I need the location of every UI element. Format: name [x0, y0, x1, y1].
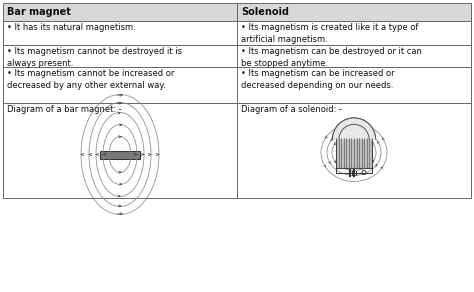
Text: • It has its natural magnetism.: • It has its natural magnetism.: [7, 23, 136, 32]
Text: • Its magnetism can be destroyed or it can
be stopped anytime.: • Its magnetism can be destroyed or it c…: [241, 48, 422, 68]
Bar: [237, 103, 471, 198]
Text: • Its magnetism cannot be increased or
decreased by any other external way.: • Its magnetism cannot be increased or d…: [7, 69, 174, 90]
Text: Bar magnet: Bar magnet: [7, 7, 71, 17]
Bar: [3, 67, 237, 103]
Bar: [3, 45, 237, 67]
Bar: [3, 21, 237, 45]
Text: • Its magnetism is created like it a type of
artificial magnetism.: • Its magnetism is created like it a typ…: [241, 23, 419, 44]
Text: Diagram of a solenoid: -: Diagram of a solenoid: -: [241, 105, 342, 114]
Bar: [237, 45, 471, 67]
Text: Solenoid: Solenoid: [241, 7, 289, 17]
Bar: [237, 67, 471, 103]
Text: • Its magnetism cannot be destroyed it is
always present.: • Its magnetism cannot be destroyed it i…: [7, 48, 182, 68]
Bar: [237, 3, 471, 21]
Text: Diagram of a bar magnet: -: Diagram of a bar magnet: -: [7, 105, 122, 114]
Bar: [336, 138, 372, 168]
Text: • Its magnetism can be increased or
decreased depending on our needs.: • Its magnetism can be increased or decr…: [241, 69, 395, 90]
Bar: [3, 3, 237, 21]
Bar: [100, 150, 140, 159]
Bar: [3, 103, 237, 198]
Bar: [237, 21, 471, 45]
Wedge shape: [332, 118, 375, 140]
